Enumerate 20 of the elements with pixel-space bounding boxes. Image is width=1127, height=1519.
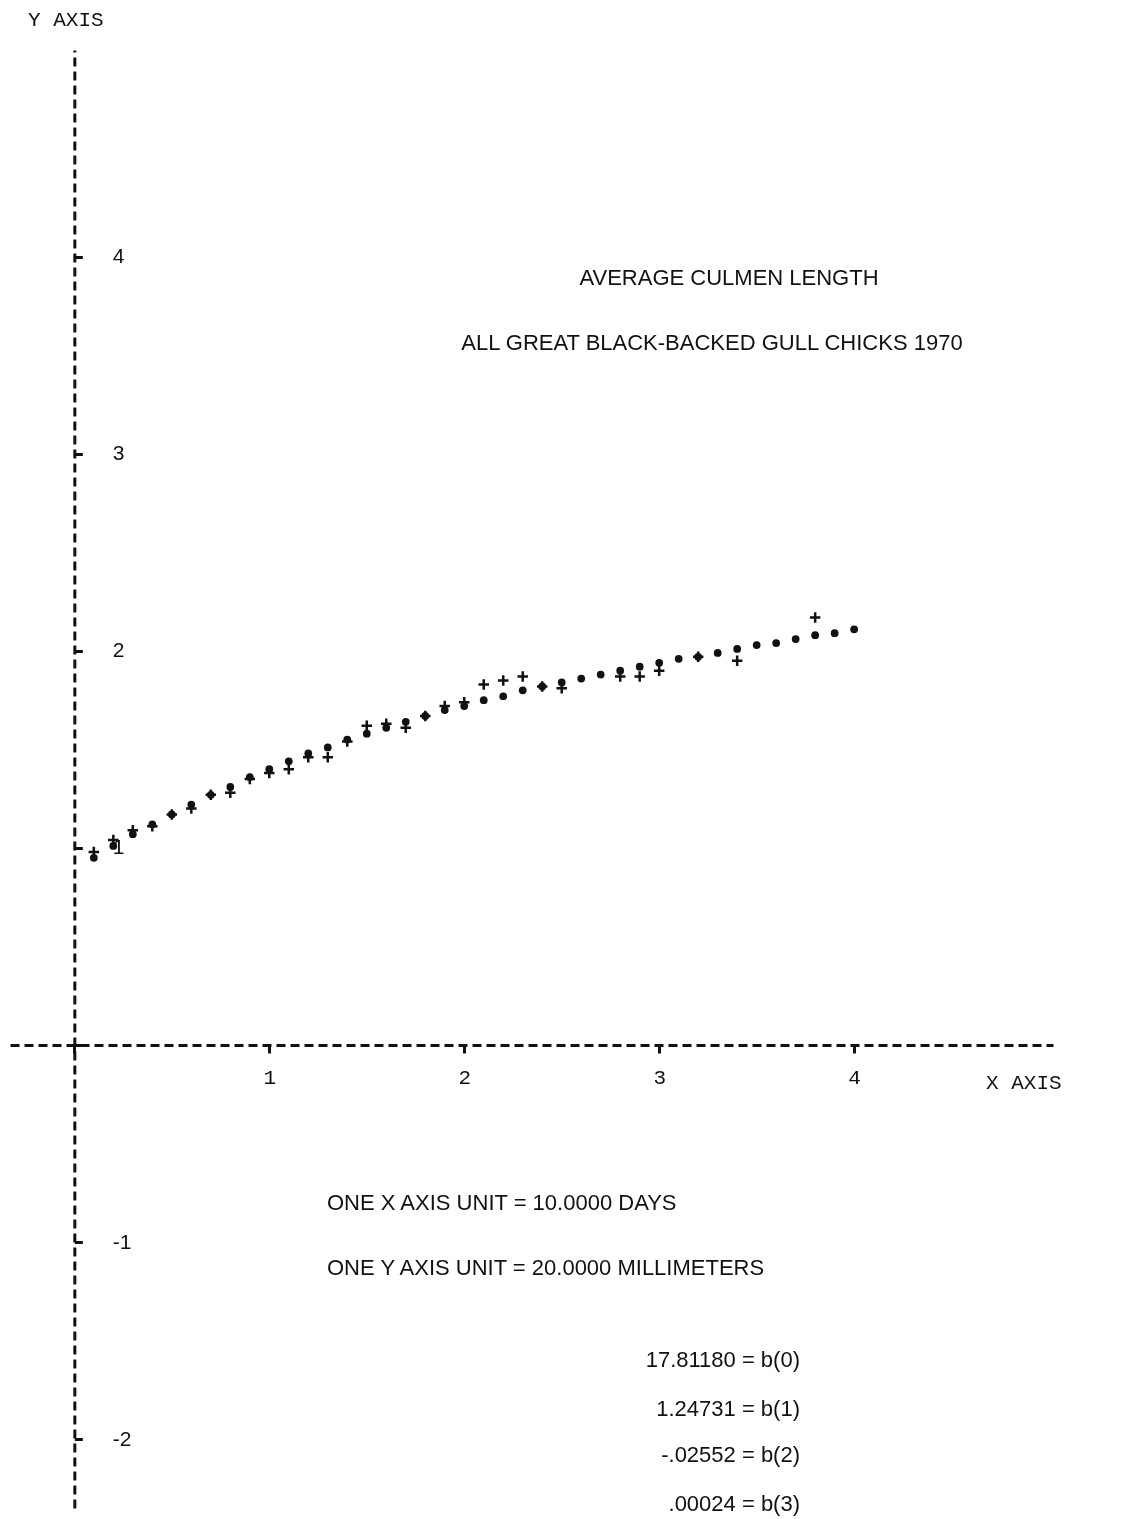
annotation: ONE Y AXIS UNIT = 20.0000 MILLIMETERS <box>327 1255 765 1280</box>
y-tick-label: 3 <box>112 441 125 465</box>
y-tick-label: 4 <box>112 244 125 268</box>
x-tick-label: 4 <box>848 1067 861 1091</box>
annotation: ONE X AXIS UNIT = 10.0000 DAYS <box>327 1190 677 1215</box>
annotation: .00024 = b(3) <box>668 1491 800 1516</box>
y-axis-title: Y AXIS <box>28 9 104 32</box>
x-tick-label: 3 <box>653 1067 666 1091</box>
y-tick-label: 1 <box>112 835 125 859</box>
annotation: 1.24731 = b(1) <box>656 1396 800 1421</box>
text: AVERAGE CULMEN LENGTH <box>579 265 879 290</box>
y-tick-label: -1 <box>112 1229 132 1253</box>
x-axis-title: X AXIS <box>986 1072 1062 1095</box>
y-tick-label: 2 <box>112 638 125 662</box>
x-tick-label: 1 <box>263 1067 277 1091</box>
x-tick-label: 2 <box>458 1067 472 1091</box>
annotation: -.02552 = b(2) <box>661 1442 800 1467</box>
y-tick-label: -2 <box>112 1426 132 1450</box>
annotation: 17.81180 = b(0) <box>645 1347 800 1372</box>
text: ALL GREAT BLACK-BACKED GULL CHICKS 1970 <box>461 330 963 355</box>
